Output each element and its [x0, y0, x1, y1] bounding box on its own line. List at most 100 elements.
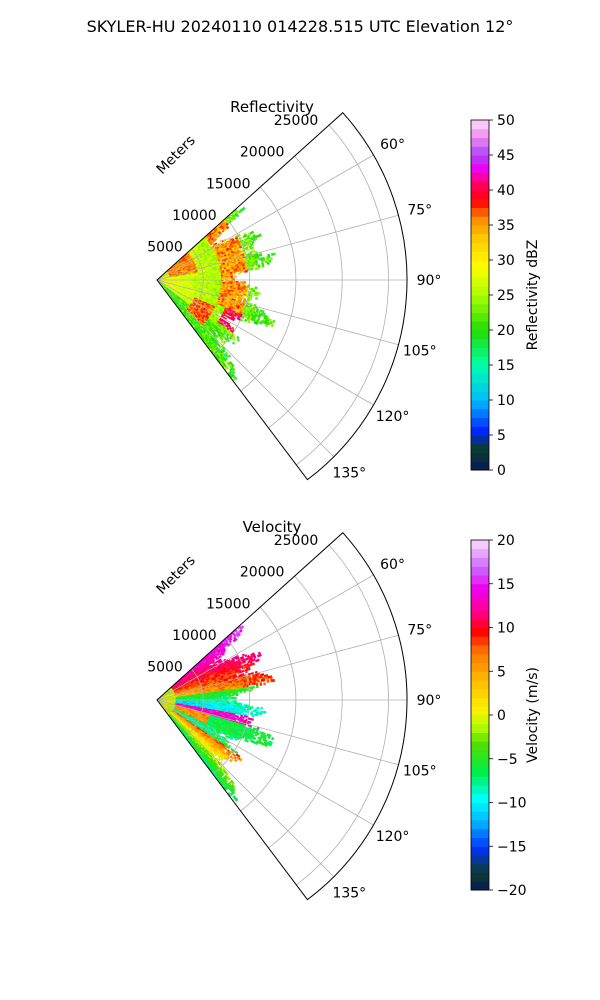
colorbar-segment	[471, 400, 489, 410]
colorbar-label: Reflectivity dBZ	[525, 240, 541, 351]
data-cell	[264, 260, 268, 264]
colorbar-segment	[471, 277, 489, 287]
colorbar-segment	[471, 137, 489, 147]
data-field	[157, 206, 276, 382]
radial-tick-label: 25000	[274, 113, 319, 129]
data-cell	[244, 234, 248, 238]
data-cell	[257, 310, 261, 314]
data-cell	[255, 297, 258, 300]
data-cell	[242, 206, 246, 211]
colorbar-tick-label: 25	[497, 288, 515, 304]
colorbar-segment	[471, 461, 489, 471]
data-cell	[213, 238, 218, 242]
data-cell	[272, 319, 276, 324]
data-cell	[256, 267, 259, 270]
data-cell	[259, 321, 263, 325]
data-cell	[231, 326, 235, 330]
data-cell	[254, 237, 258, 241]
data-cell	[246, 317, 250, 322]
azimuth-tick-label: 120°	[376, 409, 410, 425]
azimuth-tick-label: 105°	[403, 343, 437, 359]
data-cell	[259, 253, 263, 257]
data-cell	[249, 297, 253, 301]
radial-tick-label: 5000	[147, 239, 183, 255]
colorbar-tick-label: 30	[497, 253, 515, 269]
data-cell	[231, 341, 236, 345]
data-cell	[219, 232, 223, 236]
data-cell	[255, 321, 259, 325]
data-cell	[244, 243, 248, 247]
figure-title: SKYLER-HU 20240110 014228.515 UTC Elevat…	[87, 17, 514, 36]
colorbar-segment	[471, 452, 489, 462]
colorbar-tick-label: 15	[497, 358, 515, 374]
colorbar-segment	[471, 128, 489, 138]
data-cell	[232, 216, 237, 220]
colorbar-segment	[471, 312, 489, 322]
colorbar-segment	[471, 417, 489, 427]
data-cell	[267, 255, 271, 259]
data-cell	[234, 275, 237, 278]
colorbar-segment	[471, 338, 489, 348]
data-cell	[220, 337, 224, 342]
data-cell	[220, 340, 224, 344]
data-cell	[251, 246, 255, 250]
data-cell	[211, 241, 215, 245]
data-cell	[245, 270, 248, 273]
data-cell	[262, 258, 266, 262]
radial-tick-label: 20000	[240, 145, 285, 161]
data-cell	[226, 226, 230, 230]
radial-tick-label: 10000	[172, 208, 217, 224]
data-cell	[267, 322, 271, 326]
azimuth-tick-label: 75°	[407, 203, 432, 219]
colorbar-segment	[471, 295, 489, 305]
colorbar-segment	[471, 216, 489, 226]
colorbar-segment	[471, 181, 489, 191]
colorbar-segment	[471, 443, 489, 453]
azimuth-tick-label: 135°	[332, 465, 366, 481]
data-cell	[256, 256, 260, 260]
data-cell	[247, 236, 251, 240]
data-cell	[236, 335, 240, 340]
colorbar-tick-label: 40	[497, 183, 515, 199]
colorbar-tick-label: 5	[497, 428, 506, 444]
colorbar-segment	[471, 373, 489, 383]
colorbar-segment	[471, 260, 489, 270]
range-ring	[268, 155, 343, 429]
data-cell	[247, 320, 251, 324]
data-cell	[268, 259, 272, 263]
colorbar-segment	[471, 408, 489, 418]
data-cell	[264, 323, 268, 328]
colorbar-segment	[471, 155, 489, 165]
colorbar-segment	[471, 172, 489, 182]
radial-tick-label: 15000	[206, 176, 251, 192]
colorbar-tick-label: 20	[497, 323, 515, 339]
data-cell	[247, 241, 251, 246]
colorbar-segment	[471, 321, 489, 331]
colorbar-segment	[471, 330, 489, 340]
panel-title: Reflectivity	[230, 98, 314, 116]
colorbar-segment	[471, 365, 489, 375]
colorbar-segment	[471, 268, 489, 278]
reflectivity-panel: Reflectivity 5000 10000 15000 20000 25000 Mete…	[147, 98, 541, 481]
colorbar-segment	[471, 207, 489, 217]
data-cell	[246, 244, 250, 248]
data-cell	[251, 230, 255, 235]
data-cell	[272, 252, 276, 256]
data-field	[157, 624, 276, 802]
colorbar-segment	[471, 426, 489, 436]
data-cell	[261, 264, 265, 268]
colorbar-segment	[471, 120, 489, 130]
data-cell	[246, 248, 250, 252]
data-cell	[237, 272, 241, 275]
data-cell	[232, 337, 237, 342]
colorbar-segment	[471, 225, 489, 235]
radial-axis-label: Meters	[154, 133, 199, 178]
data-cell	[266, 257, 270, 261]
data-cell	[235, 214, 240, 218]
data-cell	[250, 267, 254, 271]
colorbar-tick-label: 0	[497, 463, 506, 479]
data-cell	[269, 257, 273, 261]
colorbar-segment	[471, 233, 489, 243]
